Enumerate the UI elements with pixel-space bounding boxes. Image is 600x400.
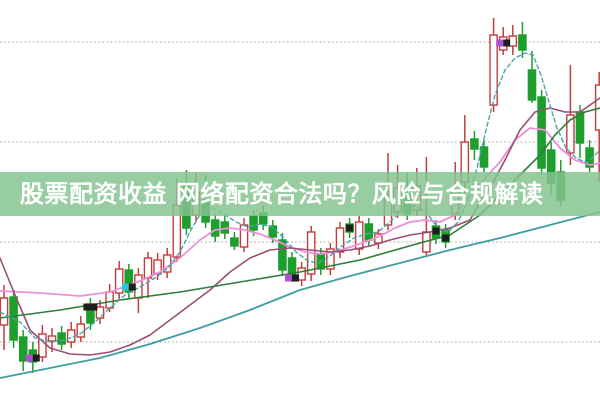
headline-banner: 股票配资收益 网络配资合法吗？风险与合规解读 [0, 172, 600, 216]
MA-maroon-line [0, 97, 600, 356]
signal-marker [128, 283, 136, 291]
candle-body [239, 224, 249, 248]
signal-marker [90, 303, 98, 311]
candle-body [508, 35, 518, 47]
candle-body [537, 96, 546, 169]
signal-marker [83, 303, 91, 311]
signal-marker [432, 227, 440, 235]
candle-body [18, 336, 28, 362]
candle-body [76, 323, 86, 338]
candle-body [489, 34, 498, 106]
signal-marker [25, 354, 33, 362]
signal-marker [285, 274, 292, 282]
signal-marker [121, 283, 129, 291]
MA-slow-teal-line [0, 211, 600, 379]
signal-marker [442, 234, 450, 242]
candle-body [594, 84, 600, 131]
candle-body [470, 138, 479, 150]
candle-body [143, 257, 153, 279]
candle-body [326, 248, 335, 270]
signal-marker [32, 354, 40, 362]
MA-pink-line [0, 127, 600, 297]
headline-title: 股票配资收益 网络配资合法吗？风险与合规解读 [20, 180, 544, 208]
candle-body [124, 269, 134, 293]
candle-body [527, 69, 537, 101]
candle-body [249, 215, 258, 231]
signal-marker [292, 274, 299, 282]
signal-marker [346, 224, 354, 232]
MA-fast-teal-line [0, 52, 600, 343]
signal-marker [496, 39, 504, 47]
candle-body [297, 267, 306, 281]
candle-body [287, 257, 297, 275]
candle-body [335, 227, 345, 253]
candle-body [479, 146, 489, 168]
candle-body [114, 268, 124, 294]
candle-body [278, 239, 287, 271]
candle-body [47, 335, 57, 342]
MA-dark-green-line [0, 107, 600, 319]
candle-body [364, 223, 374, 241]
candle-body [0, 297, 9, 326]
candle-body [518, 34, 527, 51]
candle-body [210, 219, 220, 237]
candle-body [38, 333, 47, 358]
candle-body [95, 306, 105, 319]
signal-marker [503, 39, 511, 47]
candle-body [230, 237, 239, 247]
candle-body [57, 332, 66, 345]
